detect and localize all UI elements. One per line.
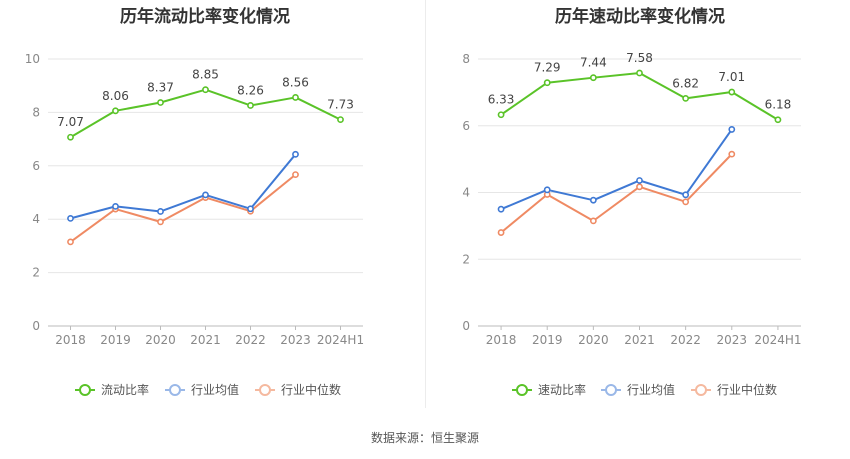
data-point — [728, 150, 736, 158]
x-tick-label: 2018 — [55, 333, 86, 347]
legend-label-0: 流动比率 — [101, 382, 149, 397]
data-label: 7.44 — [580, 56, 607, 70]
legend-marker-0 — [79, 384, 91, 396]
data-point — [589, 217, 597, 225]
x-tick-label: 2023 — [280, 333, 311, 347]
x-tick-label: 2019 — [532, 333, 563, 347]
x-tick-label: 2021 — [624, 333, 655, 347]
data-label: 8.37 — [147, 81, 174, 95]
data-point — [774, 116, 782, 124]
legend-label-2: 行业中位数 — [281, 382, 341, 397]
y-tick-label: 2 — [32, 266, 40, 280]
data-label: 7.07 — [57, 115, 84, 129]
x-tick-label: 2018 — [486, 333, 517, 347]
data-point — [292, 171, 299, 179]
legend-marker-2 — [695, 384, 707, 396]
x-tick-label: 2020 — [145, 333, 176, 347]
data-point — [67, 238, 74, 246]
data-label: 8.85 — [192, 68, 219, 82]
x-tick-label: 2024H1 — [754, 333, 801, 347]
data-label: 6.82 — [672, 76, 699, 90]
y-tick-label: 6 — [462, 119, 470, 133]
legend-marker-1 — [605, 384, 617, 396]
data-point — [157, 208, 164, 215]
data-point — [497, 111, 505, 119]
data-label: 7.29 — [534, 61, 561, 75]
y-tick-label: 6 — [32, 159, 40, 173]
quick-ratio-chart: 0 2 4 6 8 2018 2019 2020 2021 2022 2023 2024H1 6.33 7… — [462, 51, 801, 397]
data-point — [292, 94, 299, 101]
y-tick-label: 4 — [32, 212, 40, 226]
x-tick-label: 2019 — [100, 333, 131, 347]
data-point — [636, 183, 643, 191]
data-point — [636, 69, 643, 77]
y-tick-label: 8 — [462, 52, 470, 66]
x-tick-label: 2022 — [670, 333, 701, 347]
data-point — [682, 94, 690, 102]
data-point — [497, 205, 505, 213]
data-point — [67, 214, 74, 222]
y-tick-label: 0 — [32, 319, 40, 333]
x-tick-label: 2024H1 — [317, 333, 364, 347]
y-tick-label: 0 — [462, 319, 470, 333]
data-label: 6.33 — [488, 93, 515, 107]
data-point — [636, 177, 643, 184]
data-point — [112, 202, 119, 210]
data-point — [157, 99, 164, 106]
data-point — [157, 218, 164, 226]
data-label: 7.58 — [626, 51, 653, 65]
legend-label-1: 行业均值 — [191, 382, 239, 397]
x-tick-label: 2021 — [190, 333, 221, 347]
data-point — [589, 74, 597, 82]
data-label: 7.01 — [718, 70, 745, 84]
series-line-1 — [500, 128, 733, 211]
data-point — [543, 186, 551, 194]
data-label: 6.18 — [765, 98, 792, 112]
legend-marker-2 — [259, 384, 271, 396]
data-label: 8.56 — [282, 75, 309, 89]
legend-label-2: 行业中位数 — [717, 382, 777, 397]
data-point — [682, 191, 690, 199]
series-line-2 — [500, 153, 733, 234]
data-point — [292, 150, 299, 158]
right-chart-title: 历年速动比率变化情况 — [555, 7, 725, 27]
left-chart-title: 历年流动比率变化情况 — [120, 7, 290, 27]
current-ratio-chart: 0 2 4 6 8 10 2018 2019 2020 2021 2022 2023 2024H1 7.0… — [25, 52, 364, 397]
data-point — [589, 196, 597, 204]
legend-marker-0 — [516, 384, 528, 396]
series-line-2 — [69, 173, 297, 243]
legend-marker-1 — [169, 384, 181, 396]
data-point — [112, 107, 119, 115]
data-point — [728, 88, 736, 96]
data-point — [728, 126, 736, 133]
data-label: 8.26 — [237, 83, 264, 97]
x-tick-label: 2022 — [235, 333, 266, 347]
data-point — [497, 229, 505, 236]
data-point — [202, 191, 209, 199]
y-tick-label: 10 — [25, 52, 40, 66]
legend-label-0: 速动比率 — [538, 382, 586, 397]
data-label: 7.73 — [327, 98, 354, 112]
panel-divider — [425, 0, 426, 408]
x-tick-label: 2020 — [578, 333, 609, 347]
legend-label-1: 行业均值 — [627, 382, 675, 397]
y-tick-label: 2 — [462, 252, 470, 266]
data-source-note: 数据来源：恒生聚源 — [370, 431, 479, 445]
data-point — [337, 116, 344, 124]
x-tick-label: 2023 — [717, 333, 748, 347]
data-point — [247, 205, 254, 213]
data-point — [543, 79, 551, 87]
series-line-1 — [70, 153, 297, 220]
data-label: 8.06 — [102, 89, 129, 103]
y-tick-label: 4 — [462, 186, 470, 200]
data-point — [67, 133, 74, 141]
y-tick-label: 8 — [32, 105, 40, 119]
data-point — [202, 86, 209, 94]
data-point — [247, 102, 254, 109]
data-point — [682, 198, 690, 206]
